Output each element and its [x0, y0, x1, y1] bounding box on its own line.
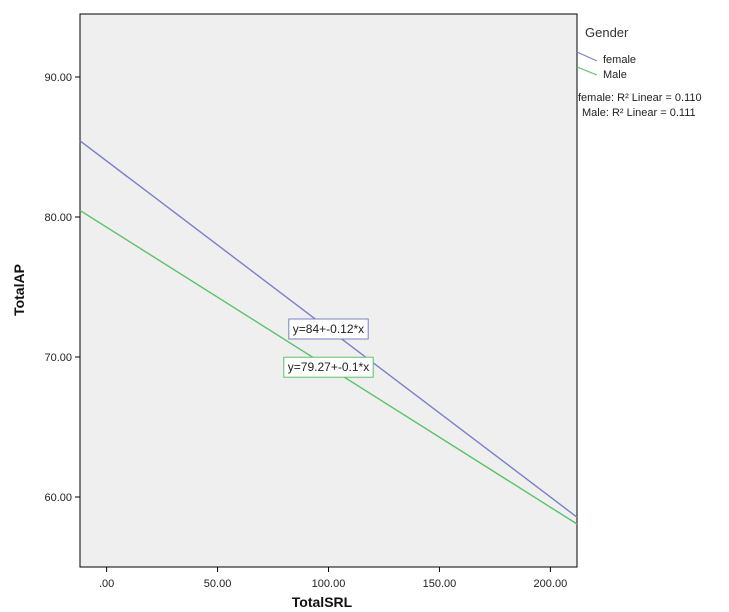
legend-label-male: Male [603, 69, 627, 81]
x-tick-label: 150.00 [423, 578, 457, 590]
equation-text: y=79.27+-0.1*x [288, 360, 369, 374]
x-tick-label: 200.00 [534, 578, 568, 590]
x-tick-label: .00 [99, 578, 114, 590]
equation-label-female: y=84+-0.12*x [288, 318, 369, 340]
legend: Gender female Male female: R² Linear = 0… [576, 25, 702, 119]
equation-label-male: y=79.27+-0.1*x [283, 356, 374, 378]
x-axis-title: TotalSRL [292, 594, 353, 610]
legend-r2-female: female: R² Linear = 0.110 [578, 92, 702, 104]
equation-box [283, 356, 374, 378]
equation-text: y=84+-0.12*x [293, 322, 364, 336]
x-tick-label: 100.00 [312, 578, 346, 590]
x-axis: .00 50.00 100.00 150.00 200.00 [99, 567, 567, 590]
y-tick-label: 90.00 [44, 72, 72, 84]
legend-r2-male: Male: R² Linear = 0.111 [582, 107, 696, 119]
y-tick-label: 70.00 [44, 352, 72, 364]
legend-title: Gender [585, 25, 629, 40]
y-axis-title: TotalAP [11, 264, 27, 316]
y-axis: 60.00 70.00 80.00 90.00 [44, 72, 80, 504]
y-tick-label: 80.00 [44, 212, 72, 224]
equation-labels: y=84+-0.12*x y=79.27+-0.1*x [283, 318, 374, 378]
plot-area [79, 13, 578, 568]
legend-label-female: female [603, 54, 636, 66]
y-tick-label: 60.00 [44, 492, 72, 504]
equation-box [288, 318, 369, 340]
legend-swatch-female [576, 51, 598, 62]
legend-swatch-male [576, 66, 598, 76]
x-tick-label: 50.00 [204, 578, 232, 590]
